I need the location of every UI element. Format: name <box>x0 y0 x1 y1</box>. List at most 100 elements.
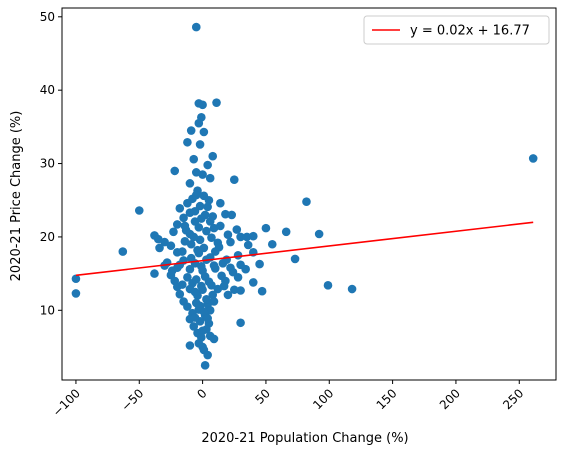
data-point <box>232 225 242 234</box>
x-tick-label: −100 <box>50 386 83 419</box>
data-point <box>189 322 199 331</box>
data-point <box>198 326 207 336</box>
data-point <box>214 242 224 252</box>
data-point <box>204 195 214 205</box>
data-point <box>228 267 238 277</box>
data-point <box>207 281 216 290</box>
data-point <box>180 237 190 246</box>
data-point <box>183 302 192 311</box>
data-point <box>178 280 187 289</box>
data-point <box>186 253 196 263</box>
legend-box <box>363 15 550 45</box>
y-tick-label: 50 <box>40 10 55 24</box>
data-point <box>194 223 204 232</box>
data-point <box>178 247 187 256</box>
data-point <box>248 231 258 241</box>
data-point <box>175 260 185 270</box>
legend-fit-label: y = 0.02x + 16.77 <box>410 24 530 39</box>
data-point <box>219 281 229 291</box>
data-point <box>186 126 196 135</box>
x-tick-label: −50 <box>119 386 147 414</box>
data-point <box>197 214 206 223</box>
data-point <box>198 100 207 110</box>
data-point <box>205 173 215 183</box>
data-point <box>197 281 206 291</box>
x-tick-label: 100 <box>310 386 336 412</box>
data-point <box>200 361 210 370</box>
data-point <box>185 179 195 188</box>
data-point <box>191 168 201 177</box>
data-point <box>203 160 212 170</box>
y-tick-label: 40 <box>40 83 55 97</box>
data-point <box>209 261 219 270</box>
data-point <box>216 198 225 208</box>
fit-layer <box>75 221 534 277</box>
data-point <box>223 290 233 300</box>
data-point <box>194 118 204 128</box>
data-point <box>216 221 225 231</box>
data-point <box>290 254 300 264</box>
data-point <box>221 209 230 219</box>
plot-frame <box>61 7 557 381</box>
data-point <box>233 250 243 260</box>
data-point <box>236 232 245 242</box>
data-point <box>302 197 311 206</box>
data-point <box>257 286 267 296</box>
data-point <box>243 240 253 250</box>
data-point <box>267 239 277 249</box>
data-point <box>185 341 195 350</box>
data-point <box>150 269 159 278</box>
y-axis-label: 2020-21 Price Change (%) <box>9 111 24 282</box>
data-point <box>191 190 201 200</box>
data-point <box>208 212 218 221</box>
data-point <box>199 243 209 253</box>
y-tick-label: 30 <box>40 157 55 171</box>
data-point <box>236 286 245 295</box>
y-tick-label: 20 <box>40 230 55 244</box>
data-point <box>212 98 221 107</box>
data-point <box>185 264 195 274</box>
data-point <box>170 166 180 176</box>
data-point <box>202 226 211 236</box>
data-point <box>71 289 81 298</box>
data-point <box>203 202 212 212</box>
data-point <box>229 285 239 295</box>
x-tick-label: 250 <box>500 386 526 412</box>
data-point <box>229 175 239 184</box>
data-point <box>179 213 188 223</box>
data-point <box>183 198 192 208</box>
data-point <box>191 275 201 284</box>
data-point <box>197 333 206 342</box>
x-tick-label: 200 <box>437 386 463 412</box>
data-point <box>209 297 219 306</box>
data-point <box>222 255 231 264</box>
x-axis-ticks: −100 −50 0 50 100 150 200 250 <box>50 380 526 419</box>
legend: y = 0.02x + 16.77 <box>363 15 550 45</box>
data-point <box>255 259 264 269</box>
data-point <box>223 230 233 240</box>
data-point <box>323 281 333 290</box>
data-point <box>191 22 201 32</box>
data-point <box>190 313 200 322</box>
data-point <box>528 154 538 163</box>
data-point <box>347 284 357 294</box>
data-point <box>202 294 211 304</box>
data-point <box>261 223 271 233</box>
data-point <box>227 210 237 220</box>
x-tick-label: 0 <box>194 386 209 401</box>
data-point <box>226 237 235 247</box>
data-point <box>172 220 182 229</box>
data-point <box>203 314 212 323</box>
y-tick-label: 10 <box>40 303 55 317</box>
data-point <box>175 204 185 213</box>
data-point <box>195 201 205 211</box>
x-tick-label: 50 <box>252 386 273 407</box>
data-point <box>134 206 144 215</box>
data-point <box>314 229 324 239</box>
plot-area <box>62 8 556 380</box>
data-point <box>189 232 199 242</box>
data-point <box>166 241 176 251</box>
data-point <box>209 334 219 344</box>
data-point <box>118 247 128 256</box>
data-point <box>183 272 192 282</box>
